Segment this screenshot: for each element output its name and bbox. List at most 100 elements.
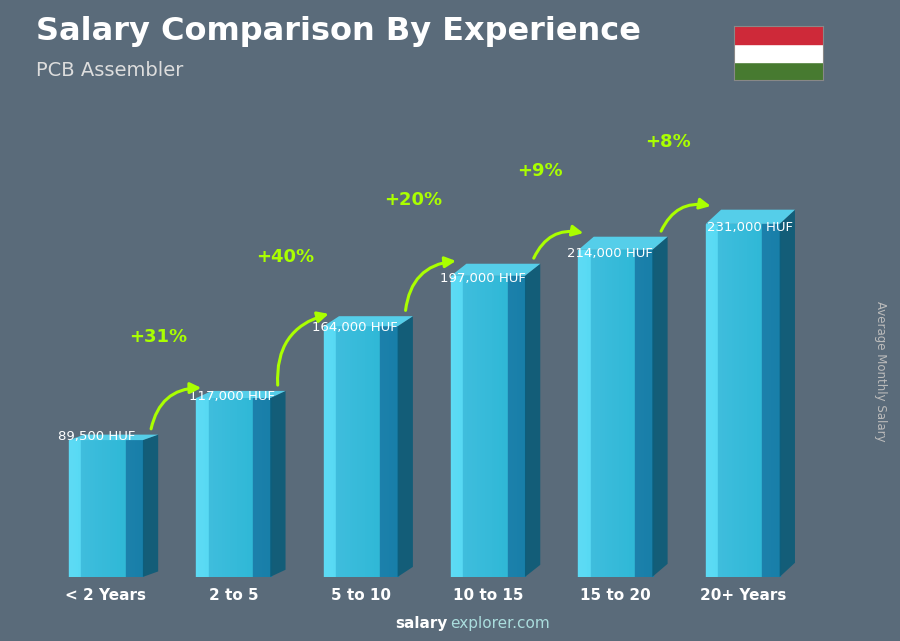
Bar (263, 398, 266, 577)
Bar (74, 440, 76, 577)
Bar (596, 250, 599, 577)
Bar (513, 276, 516, 577)
Bar (579, 250, 581, 577)
Bar (388, 326, 391, 577)
Bar (248, 398, 251, 577)
Bar (723, 224, 725, 577)
Bar (348, 326, 351, 577)
Bar (503, 276, 506, 577)
Bar (750, 224, 753, 577)
Bar (752, 224, 755, 577)
Bar (495, 276, 498, 577)
Bar (738, 224, 741, 577)
Text: Salary Comparison By Experience: Salary Comparison By Experience (36, 16, 641, 47)
Bar (140, 440, 143, 577)
Bar (118, 440, 121, 577)
Bar (240, 398, 243, 577)
Bar (613, 250, 616, 577)
Bar (231, 398, 234, 577)
Bar (334, 326, 337, 577)
Bar (226, 398, 229, 577)
Bar (488, 276, 490, 577)
Bar (635, 250, 638, 577)
Bar (223, 398, 226, 577)
Bar (583, 250, 586, 577)
Bar (395, 326, 398, 577)
Bar (770, 224, 772, 577)
Bar (515, 276, 518, 577)
Bar (111, 440, 113, 577)
Bar (130, 440, 133, 577)
Text: +31%: +31% (129, 328, 187, 346)
Bar (768, 224, 770, 577)
Bar (361, 326, 364, 577)
Bar (221, 398, 224, 577)
Polygon shape (398, 316, 413, 577)
Bar (626, 250, 628, 577)
Text: +20%: +20% (383, 191, 442, 209)
Text: 197,000 HUF: 197,000 HUF (439, 272, 526, 285)
Bar (268, 398, 271, 577)
Bar (468, 276, 471, 577)
Bar (616, 250, 618, 577)
Bar (456, 276, 459, 577)
Polygon shape (525, 263, 540, 577)
Bar (91, 440, 94, 577)
Polygon shape (779, 210, 795, 577)
Bar (630, 250, 633, 577)
Bar (491, 276, 493, 577)
Bar (86, 440, 89, 577)
Bar (354, 326, 356, 577)
Bar (84, 440, 86, 577)
Bar (260, 398, 263, 577)
Text: 214,000 HUF: 214,000 HUF (567, 247, 652, 260)
Bar (346, 326, 348, 577)
Bar (454, 276, 456, 577)
Polygon shape (652, 237, 668, 577)
Bar (461, 276, 464, 577)
Bar (126, 440, 129, 577)
Bar (229, 398, 231, 577)
Bar (523, 276, 526, 577)
Bar (336, 326, 338, 577)
Bar (493, 276, 496, 577)
Bar (365, 326, 368, 577)
Bar (466, 276, 469, 577)
Polygon shape (706, 210, 795, 224)
Text: 164,000 HUF: 164,000 HUF (312, 320, 398, 334)
Bar (627, 250, 630, 577)
Bar (742, 224, 745, 577)
Bar (734, 26, 824, 44)
Bar (199, 398, 202, 577)
Bar (464, 276, 466, 577)
Bar (258, 398, 261, 577)
Bar (731, 224, 734, 577)
Bar (328, 326, 331, 577)
Bar (81, 440, 84, 577)
Text: Average Monthly Salary: Average Monthly Salary (874, 301, 886, 442)
Bar (741, 224, 743, 577)
Bar (603, 250, 606, 577)
Bar (721, 224, 724, 577)
Bar (104, 440, 106, 577)
Bar (344, 326, 346, 577)
Bar (213, 398, 216, 577)
Bar (476, 276, 479, 577)
Bar (734, 62, 824, 80)
Bar (381, 326, 383, 577)
Bar (725, 224, 728, 577)
Bar (608, 250, 611, 577)
Bar (71, 440, 74, 577)
Bar (500, 276, 503, 577)
Bar (216, 398, 219, 577)
Bar (236, 398, 238, 577)
Polygon shape (324, 316, 413, 326)
Text: +9%: +9% (518, 162, 563, 180)
Bar (458, 276, 461, 577)
Bar (478, 276, 481, 577)
Bar (373, 326, 375, 577)
Bar (341, 326, 344, 577)
Bar (598, 250, 601, 577)
Polygon shape (69, 435, 158, 440)
Bar (123, 440, 126, 577)
